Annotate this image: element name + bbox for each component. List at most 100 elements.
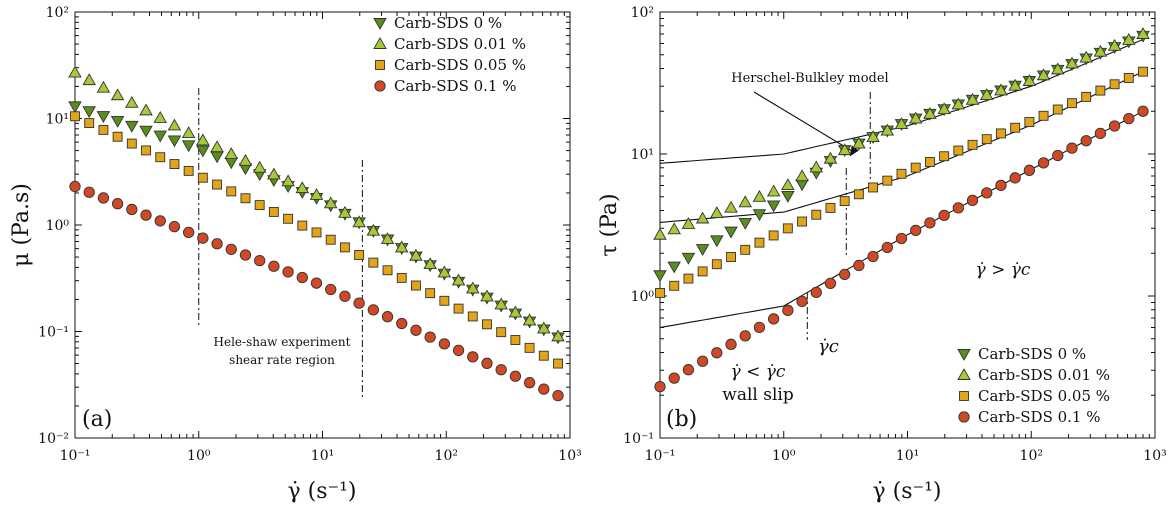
data-point — [994, 83, 1008, 96]
legend-label: Carb-SDS 0.1 % — [978, 408, 1100, 426]
data-point — [1108, 120, 1121, 132]
data-point — [738, 217, 753, 230]
data-point — [82, 106, 96, 119]
data-point — [225, 243, 237, 256]
data-point — [68, 101, 82, 114]
y-tick-label: 10² — [631, 5, 654, 21]
region-label: Hele-shaw experiment — [214, 335, 351, 349]
x-tick-label: 10¹ — [311, 448, 334, 464]
x-tick-label: 10⁰ — [187, 448, 211, 464]
data-point — [1038, 110, 1049, 121]
gamma-c-label: γ̇c — [818, 336, 839, 357]
data-point — [1093, 44, 1108, 57]
data-point — [409, 248, 423, 261]
data-point — [924, 156, 935, 167]
data-point — [880, 123, 895, 136]
data-point — [96, 80, 111, 93]
x-tick-label: 10¹ — [896, 448, 919, 464]
legend-label: Carb-SDS 0.1 % — [394, 77, 516, 95]
data-point — [682, 364, 695, 376]
data-point — [681, 252, 696, 265]
data-point — [254, 200, 265, 211]
data-point — [654, 380, 666, 393]
series-2 — [70, 111, 563, 369]
y-tick-label: 10¹ — [631, 147, 654, 163]
data-point — [669, 280, 680, 291]
data-point — [396, 317, 408, 330]
data-point — [154, 215, 166, 227]
data-point — [752, 209, 767, 222]
data-point — [339, 242, 350, 253]
model-arrow — [753, 91, 854, 152]
data-point — [1023, 164, 1036, 176]
data-point — [153, 111, 168, 123]
data-point — [724, 200, 738, 213]
legend-marker — [959, 391, 969, 401]
data-point — [910, 162, 921, 173]
data-point — [1065, 56, 1079, 69]
data-point — [224, 157, 239, 170]
data-point — [1067, 98, 1077, 109]
data-point — [965, 92, 980, 105]
data-point — [338, 205, 352, 218]
data-point — [697, 266, 708, 277]
data-point — [810, 286, 822, 299]
data-point — [538, 350, 549, 361]
legend-marker — [957, 368, 971, 380]
data-point — [239, 249, 252, 261]
data-point — [224, 147, 239, 159]
data-point — [167, 118, 182, 131]
data-point — [1137, 105, 1149, 117]
data-point — [252, 160, 267, 173]
data-point — [1037, 157, 1050, 169]
data-point — [140, 209, 152, 221]
data-point — [538, 383, 550, 395]
data-point — [352, 215, 366, 228]
data-point — [655, 288, 665, 298]
panel-b-x-axis-title: γ̇ (s⁻¹) — [872, 479, 941, 504]
data-point — [766, 184, 781, 197]
data-point — [168, 221, 181, 233]
data-point — [667, 222, 681, 235]
data-point — [1081, 91, 1092, 102]
data-point — [437, 265, 452, 278]
data-point — [281, 174, 295, 187]
data-point — [295, 181, 310, 194]
data-point — [98, 124, 109, 135]
data-point — [979, 88, 994, 101]
data-point — [467, 311, 478, 322]
series-2 — [655, 66, 1148, 298]
data-point — [1009, 172, 1021, 184]
data-point — [766, 200, 781, 213]
x-tick-label: 10³ — [558, 448, 581, 464]
panel-a-x-axis-title: γ̇ (s⁻¹) — [287, 479, 356, 504]
data-point — [367, 304, 379, 316]
data-point — [839, 268, 851, 281]
data-point — [1052, 104, 1063, 115]
data-point — [196, 133, 210, 146]
data-point — [552, 389, 564, 402]
data-point — [824, 277, 837, 290]
data-point — [683, 273, 694, 284]
data-point — [795, 179, 809, 192]
data-point — [268, 206, 279, 217]
data-point — [125, 120, 139, 133]
data-point — [1080, 135, 1092, 147]
data-point — [197, 232, 209, 244]
series-1 — [68, 65, 565, 342]
data-point — [953, 145, 964, 156]
panel-a-label: (a) — [82, 407, 112, 432]
data-point — [995, 179, 1007, 191]
y-tick-label: 10⁰ — [631, 289, 655, 305]
data-point — [196, 145, 210, 158]
data-point — [467, 351, 479, 363]
data-point — [681, 217, 696, 229]
data-point — [852, 136, 866, 149]
data-point — [881, 241, 893, 254]
data-point — [452, 344, 465, 357]
x-tick-label: 10⁻¹ — [60, 448, 91, 464]
data-point — [366, 223, 381, 236]
data-point — [310, 277, 323, 289]
data-point — [696, 355, 709, 367]
data-point — [797, 216, 808, 227]
